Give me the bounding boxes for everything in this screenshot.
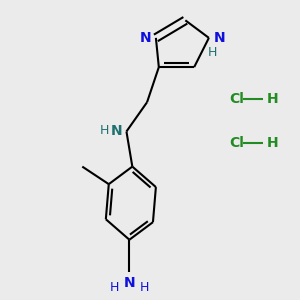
- Text: N: N: [213, 31, 225, 45]
- Text: H: H: [110, 281, 119, 294]
- Text: Cl: Cl: [230, 136, 244, 150]
- Text: H: H: [266, 92, 278, 106]
- Text: H: H: [207, 46, 217, 59]
- Text: N: N: [110, 124, 122, 139]
- Text: N: N: [140, 31, 152, 45]
- Text: Cl: Cl: [230, 92, 244, 106]
- Text: H: H: [140, 281, 149, 294]
- Text: H: H: [266, 136, 278, 150]
- Text: N: N: [124, 276, 135, 290]
- Text: H: H: [99, 124, 109, 136]
